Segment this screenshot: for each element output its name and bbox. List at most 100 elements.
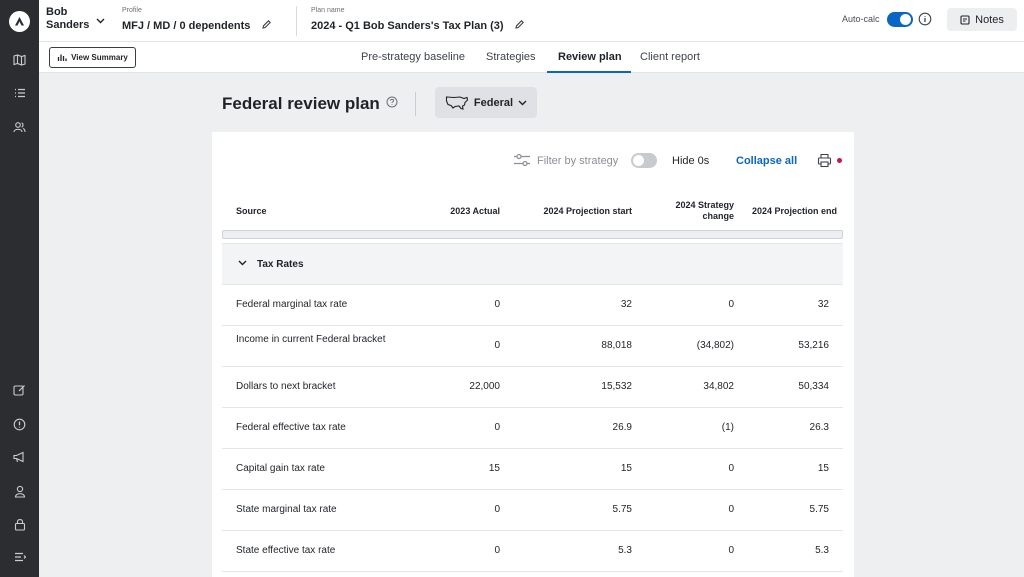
help-icon[interactable] — [386, 96, 398, 108]
map-icon[interactable] — [10, 51, 29, 69]
table-row: Income in current Federal bracket 0 88,0… — [222, 326, 843, 367]
row-source: State marginal tax rate — [236, 504, 337, 515]
row-2023-actual: 0 — [494, 504, 500, 515]
row-2023-actual: 0 — [494, 299, 500, 310]
notes-icon — [960, 14, 970, 25]
row-projection-end: 53,216 — [798, 340, 829, 351]
row-2023-actual: 0 — [494, 545, 500, 556]
row-projection-start: 5.75 — [612, 504, 632, 515]
alert-icon[interactable] — [10, 415, 29, 433]
horizontal-scrollbar[interactable] — [222, 230, 843, 239]
row-projection-start: 15 — [620, 463, 632, 474]
col-header-strategy-change[interactable]: 2024 Strategy change — [652, 200, 734, 222]
hide-zeros-toggle[interactable] — [631, 153, 657, 168]
edit-profile-icon[interactable] — [261, 19, 272, 30]
tab-strategies[interactable]: Strategies — [486, 51, 536, 63]
list-icon[interactable] — [10, 84, 29, 102]
megaphone-icon[interactable] — [10, 448, 29, 466]
chevron-down-icon — [518, 100, 527, 105]
filter-by-strategy-label[interactable]: Filter by strategy — [537, 155, 619, 167]
profile-value: MFJ / MD / 0 dependents — [122, 20, 251, 32]
section-tax-rates[interactable]: Tax Rates — [222, 243, 843, 285]
row-projection-end: 5.75 — [809, 504, 829, 515]
col-header-strategy-change-line2: change — [702, 211, 734, 221]
row-projection-start: 15,532 — [601, 381, 632, 392]
tab-client-report[interactable]: Client report — [640, 51, 700, 63]
logo-icon[interactable] — [9, 11, 30, 32]
row-projection-end: 15 — [817, 463, 829, 474]
jurisdiction-label: Federal — [473, 96, 514, 109]
bar-chart-icon — [57, 54, 67, 61]
row-source: Capital gain tax rate — [236, 463, 325, 474]
jurisdiction-dropdown[interactable]: Federal — [435, 87, 537, 118]
row-strategy-change: 34,802 — [703, 381, 734, 392]
edit-plan-icon[interactable] — [514, 19, 525, 30]
plan-name-value: 2024 - Q1 Bob Sanders's Tax Plan (3) — [311, 20, 504, 32]
table-row: Federal effective tax rate 0 26.9 (1) 26… — [222, 408, 843, 449]
row-strategy-change: 0 — [728, 545, 734, 556]
lock-icon[interactable] — [10, 515, 29, 533]
row-projection-start: 88,018 — [601, 340, 632, 351]
row-source: State effective tax rate — [236, 545, 336, 556]
notes-button[interactable]: Notes — [947, 8, 1017, 31]
row-strategy-change: (1) — [721, 422, 734, 433]
page-title: Federal review plan — [222, 94, 380, 113]
chevron-down-icon[interactable] — [238, 260, 247, 266]
row-strategy-change: 0 — [728, 463, 734, 474]
col-header-projection-start[interactable]: 2024 Projection start — [543, 206, 632, 216]
hide-zeros-label: Hide 0s — [672, 155, 710, 167]
view-summary-label: View Summary — [71, 53, 128, 62]
table-row: Capital gain tax rate 15 15 0 15 — [222, 449, 843, 490]
row-2023-actual: 22,000 — [469, 381, 500, 392]
col-header-strategy-change-line1: 2024 Strategy — [675, 200, 734, 210]
col-header-projection-end[interactable]: 2024 Projection end — [751, 206, 837, 216]
row-2023-actual: 15 — [488, 463, 500, 474]
menu-icon[interactable] — [10, 548, 29, 566]
col-header-source[interactable]: Source — [236, 206, 267, 216]
collapse-all-link[interactable]: Collapse all — [736, 155, 798, 167]
client-name[interactable]: Bob Sanders — [46, 6, 90, 31]
header-divider — [296, 6, 297, 36]
row-projection-end: 32 — [817, 299, 829, 310]
notification-dot — [837, 158, 842, 163]
autocalc-label: Auto-calc — [842, 14, 880, 24]
print-icon[interactable] — [817, 153, 832, 168]
table-row: State marginal tax rate 0 5.75 0 5.75 — [222, 490, 843, 531]
info-icon[interactable] — [918, 12, 932, 26]
row-2023-actual: 0 — [494, 422, 500, 433]
row-source: Income in current Federal bracket — [236, 334, 386, 345]
row-projection-start: 26.9 — [612, 422, 632, 433]
profile-label: Profile — [122, 7, 142, 14]
table-row: Federal marginal tax rate 0 32 0 32 — [222, 285, 843, 326]
clients-icon[interactable] — [10, 118, 29, 136]
notes-label: Notes — [975, 13, 1004, 26]
row-projection-start: 32 — [620, 299, 632, 310]
row-projection-end: 50,334 — [798, 381, 829, 392]
chevron-down-icon[interactable] — [96, 18, 105, 24]
edit-note-icon[interactable] — [10, 381, 29, 399]
row-strategy-change: 0 — [728, 504, 734, 515]
row-2023-actual: 0 — [494, 340, 500, 351]
tab-review-plan[interactable]: Review plan — [558, 51, 622, 63]
active-tab-indicator — [547, 71, 631, 73]
sub-navigation: View Summary Pre-strategy baseline Strat… — [39, 42, 1024, 73]
row-source: Federal marginal tax rate — [236, 299, 348, 310]
row-projection-end: 5.3 — [815, 545, 829, 556]
plan-name-label: Plan name — [311, 7, 345, 14]
top-header: Bob Sanders Profile MFJ / MD / 0 depende… — [39, 0, 1024, 42]
review-plan-card: Filter by strategy Hide 0s Collapse all … — [212, 132, 854, 577]
autocalc-toggle[interactable] — [887, 12, 913, 27]
table-row: State effective tax rate 0 5.3 0 5.3 — [222, 531, 843, 572]
row-source: Dollars to next bracket — [236, 381, 336, 392]
tab-pre-strategy-baseline[interactable]: Pre-strategy baseline — [361, 51, 465, 63]
section-label: Tax Rates — [257, 259, 304, 270]
left-nav-rail — [0, 0, 39, 577]
row-strategy-change: 0 — [728, 299, 734, 310]
table-row: Dollars to next bracket 22,000 15,532 34… — [222, 367, 843, 408]
row-strategy-change: (34,802) — [696, 340, 734, 351]
user-icon[interactable] — [10, 482, 29, 500]
us-map-icon — [445, 96, 469, 110]
col-header-2023-actual[interactable]: 2023 Actual — [450, 206, 500, 216]
view-summary-button[interactable]: View Summary — [49, 47, 136, 68]
filter-icon[interactable] — [513, 153, 531, 167]
